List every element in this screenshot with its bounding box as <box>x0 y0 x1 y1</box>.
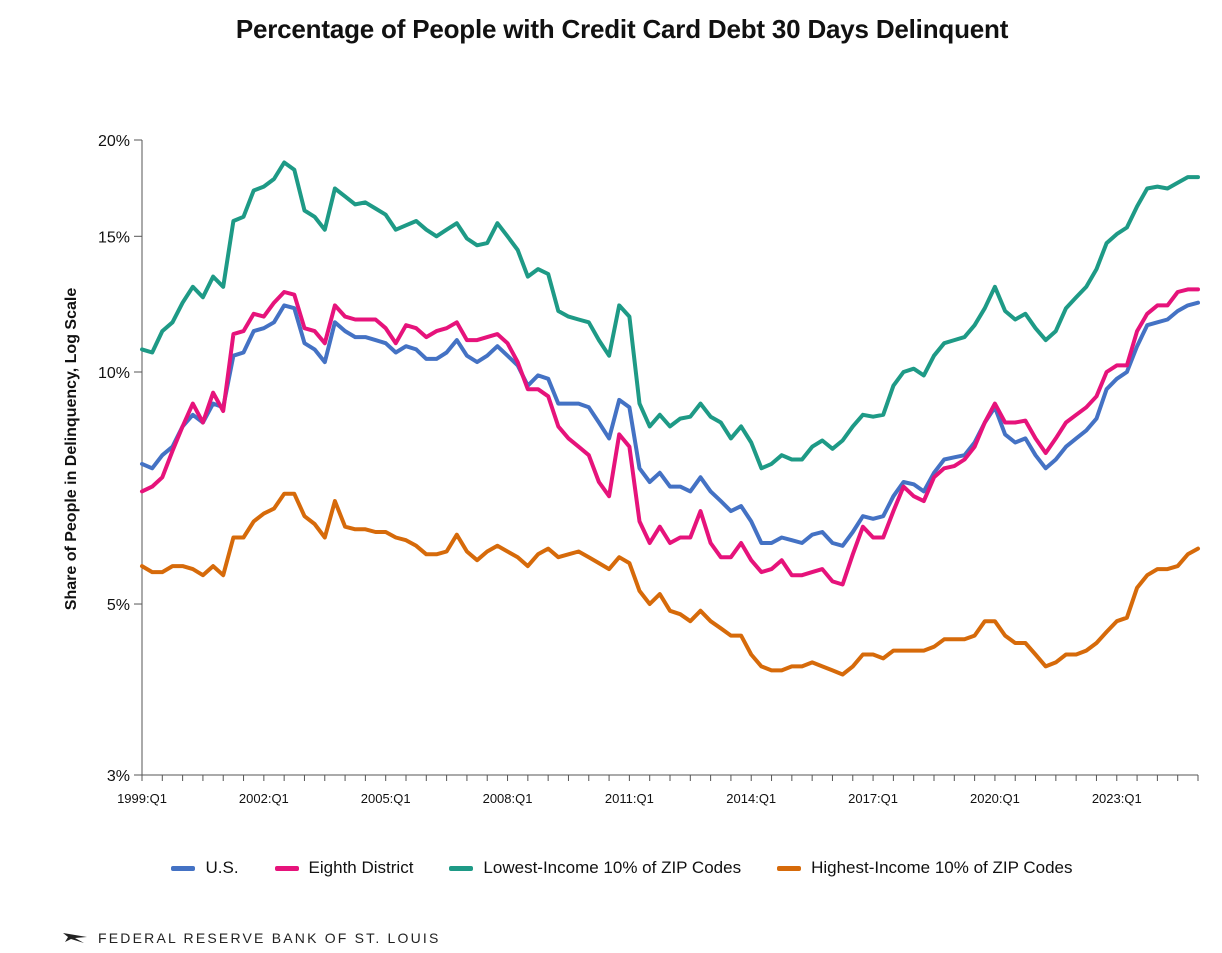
legend-label: Eighth District <box>308 858 414 877</box>
series-line-eighth-district <box>140 287 1200 587</box>
legend-item-highest-income-10-of-zip-codes: Highest-Income 10% of ZIP Codes <box>777 858 1073 878</box>
legend-label: U.S. <box>205 858 239 877</box>
x-tick-label: 2008:Q1 <box>483 791 533 806</box>
x-tick-label: 2023:Q1 <box>1092 791 1142 806</box>
x-axis-ticks: 1999:Q1 2002:Q1 2005:Q1 2008:Q1 2011:Q1 2014:… <box>117 775 1199 806</box>
x-tick-label: 2005:Q1 <box>361 791 411 806</box>
legend-item-u-s: U.S. <box>171 858 239 878</box>
legend-swatch <box>449 865 474 871</box>
x-tick-label: 2014:Q1 <box>726 791 776 806</box>
series-line-highest-income-10-of-zip-codes <box>140 491 1200 677</box>
legend-item-eighth-district: Eighth District <box>274 858 414 878</box>
y-axis-label: Share of People in Delinquency, Log Scal… <box>63 288 80 611</box>
y-tick-label: 20% <box>98 133 130 150</box>
series-line-u-s <box>140 300 1200 548</box>
legend-item-lowest-income-10-of-zip-codes: Lowest-Income 10% of ZIP Codes <box>449 858 741 878</box>
y-tick-label: 15% <box>98 229 130 246</box>
eagle-icon <box>63 933 87 943</box>
series-lines <box>140 160 1200 677</box>
y-axis-ticks: 3% 5% 10% 15% 20% <box>98 133 142 785</box>
x-tick-label: 2002:Q1 <box>239 791 289 806</box>
x-tick-label: 1999:Q1 <box>117 791 167 806</box>
footer: FEDERAL RESERVE BANK OF ST. LOUIS <box>62 930 441 946</box>
org-name: FEDERAL RESERVE BANK OF ST. LOUIS <box>98 930 441 946</box>
chart-title: Percentage of People with Credit Card De… <box>235 14 1009 44</box>
series-line-lowest-income-10-of-zip-codes <box>140 160 1200 471</box>
x-tick-label: 2011:Q1 <box>605 791 654 806</box>
x-tick-label: 2017:Q1 <box>848 791 898 806</box>
legend: U.S. Eighth District Lowest-Income 10% of … <box>0 858 1222 878</box>
y-tick-label: 3% <box>107 768 130 785</box>
y-tick-label: 5% <box>107 597 130 614</box>
legend-swatch <box>274 865 299 871</box>
legend-swatch <box>777 865 802 871</box>
legend-label: Lowest-Income 10% of ZIP Codes <box>483 858 742 877</box>
x-tick-label: 2020:Q1 <box>970 791 1020 806</box>
y-tick-label: 10% <box>98 365 130 382</box>
legend-swatch <box>171 865 196 871</box>
legend-label: Highest-Income 10% of ZIP Codes <box>811 858 1073 877</box>
